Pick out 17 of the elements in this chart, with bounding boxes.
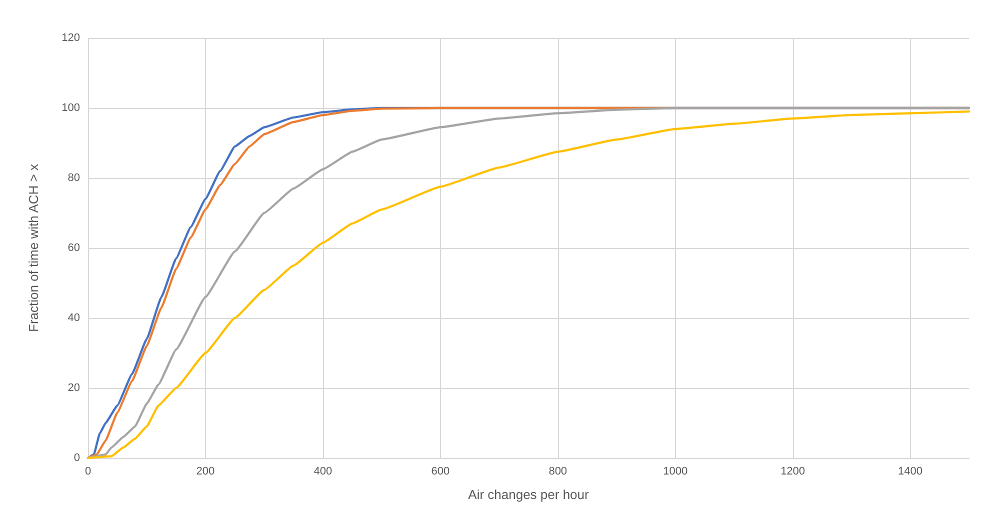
y-tick-label: 0 (74, 452, 80, 464)
y-axis-title: Fraction of time with ACH > x (26, 164, 41, 332)
x-tick-label: 1000 (663, 466, 688, 478)
y-tick-label: 60 (68, 242, 80, 254)
x-tick-label: 0 (84, 466, 92, 478)
y-tick-label: 80 (68, 172, 80, 184)
x-tick-label: 800 (548, 466, 568, 478)
y-tick-label: 120 (62, 32, 80, 44)
x-tick-label: 1400 (898, 466, 923, 478)
x-tick-label: 600 (431, 466, 450, 478)
y-tick-label: 40 (68, 312, 80, 324)
x-tick-label: 200 (196, 466, 215, 478)
y-tick-label: 20 (68, 382, 80, 394)
x-tick-label: 1200 (780, 466, 806, 478)
x-tick-label: 400 (314, 466, 332, 478)
x-axis-title: Air changes per hour (468, 487, 590, 502)
y-tick-label: 100 (62, 102, 80, 114)
